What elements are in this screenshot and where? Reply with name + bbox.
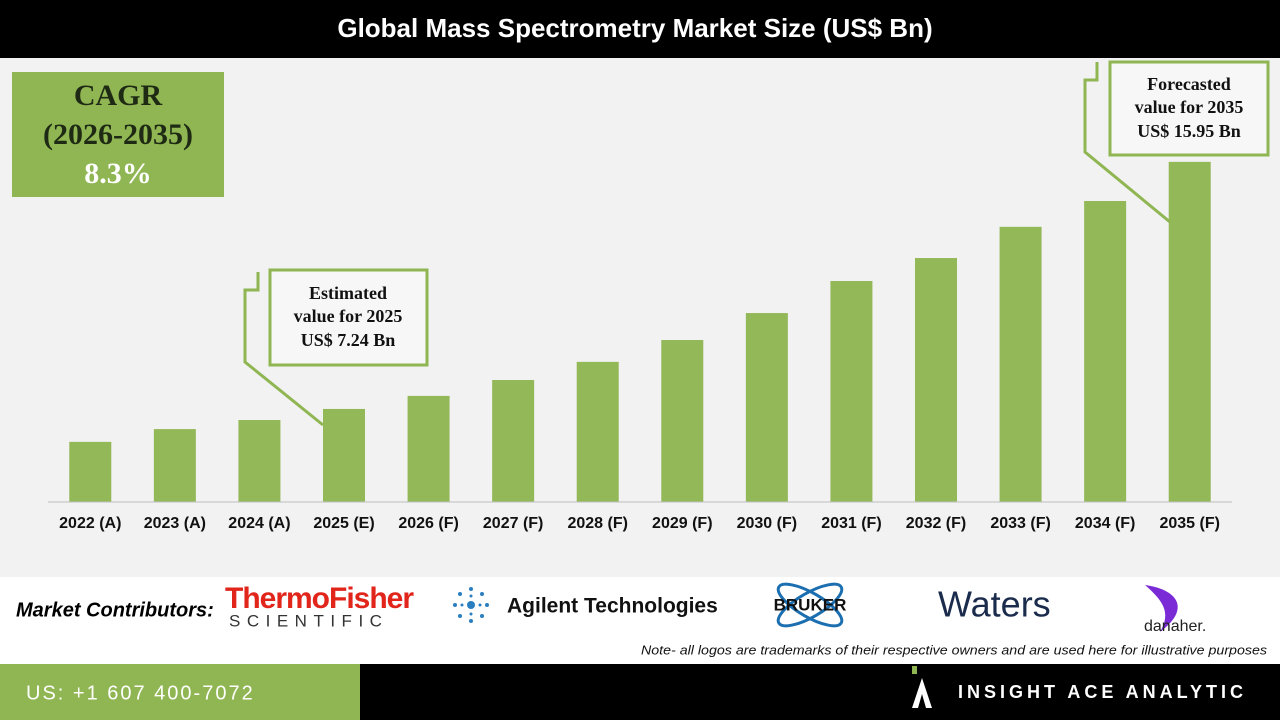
bruker-mark (776, 582, 844, 628)
note: Note- all logos are trademarks of their … (641, 642, 1268, 657)
x-tick-label: 2030 (F) (737, 515, 797, 532)
annotation-connector (243, 272, 324, 427)
annotation-box (1108, 60, 1270, 157)
contributors-label: Market Contributors: (16, 599, 214, 621)
x-tick-label: 2026 (F) (398, 515, 458, 532)
logo-waters: Waters (938, 584, 1051, 625)
bar (745, 313, 788, 502)
x-tick-label: 2031 (F) (821, 515, 881, 532)
annotation-text: US$ 15.95 Bn (1137, 121, 1241, 141)
annotation-text: value for 2025 (294, 306, 403, 326)
bar (238, 420, 281, 502)
bar (830, 281, 873, 502)
bar (69, 441, 112, 502)
bar (915, 258, 957, 502)
annotation-text: Forecasted (1147, 74, 1231, 94)
danaher-mark (1145, 585, 1178, 632)
x-tick-label: 2032 (F) (906, 515, 966, 532)
logo-thermofisher: ThermoFisher (225, 582, 414, 615)
x-tick-label: 2024 (A) (228, 515, 290, 532)
annotation-connector (1083, 62, 1171, 224)
footer-bar (360, 664, 1280, 720)
annotation-box (268, 268, 429, 367)
footer-phone: US: +1 607 400-7072 (26, 682, 255, 704)
bar (1168, 161, 1211, 502)
annotation-text: value for 2035 (1135, 97, 1244, 117)
x-tick-label: 2034 (F) (1075, 515, 1135, 532)
annotation-text: Estimated (309, 283, 387, 303)
bar (661, 340, 704, 502)
x-tick-label: 2027 (F) (483, 515, 543, 532)
title-bar (0, 0, 1280, 58)
x-tick-label: 2028 (F) (567, 515, 627, 532)
chart-title: Global Mass Spectrometry Market Size (US… (337, 13, 932, 43)
footer-brand: INSIGHT ACE ANALYTIC (958, 682, 1247, 702)
bar (1084, 201, 1127, 503)
bar (999, 226, 1042, 502)
annotation-text: US$ 7.24 Bn (301, 330, 396, 350)
logo-thermofisher-sub: SCIENTIFIC (229, 611, 388, 630)
bar (153, 429, 196, 502)
x-tick-label: 2023 (A) (144, 515, 206, 532)
bar (323, 408, 365, 502)
cagr-label: CAGR (74, 79, 163, 112)
agilent-mark (453, 587, 489, 623)
cagr-box (12, 72, 224, 197)
bar (492, 380, 535, 502)
bar (407, 395, 450, 502)
bar (576, 361, 619, 502)
x-tick-label: 2022 (A) (59, 515, 121, 532)
logo-agilent: Agilent Technologies (507, 595, 718, 618)
logo-danaher: danaher. (1144, 618, 1206, 635)
x-tick-label: 2033 (F) (990, 515, 1050, 532)
x-tick-label: 2035 (F) (1159, 515, 1219, 532)
footer-contact-box (0, 664, 360, 720)
cagr-value: 8.3% (84, 157, 152, 190)
brand-mark (912, 666, 932, 708)
cagr-period: (2026-2035) (43, 118, 193, 151)
x-tick-label: 2029 (F) (652, 515, 712, 532)
logo-bruker: BRUKER (774, 595, 847, 614)
plot-area: 2022 (A) 2023 (A) 2024 (A) 2025 (E) 2026 (F)… (48, 161, 1232, 532)
x-tick-label: 2025 (E) (313, 515, 374, 532)
